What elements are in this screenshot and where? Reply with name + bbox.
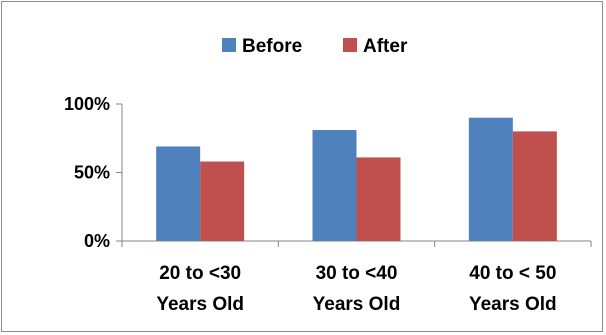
x-category-label: 40 to < 50 bbox=[469, 263, 556, 284]
bar-before-2 bbox=[312, 130, 357, 241]
bar-after-3 bbox=[512, 131, 557, 241]
bar-after-1 bbox=[200, 161, 245, 241]
legend-label-after: After bbox=[363, 36, 408, 57]
bar-before-3 bbox=[468, 117, 513, 241]
bar-before-1 bbox=[156, 146, 201, 241]
y-tick-label: 50% bbox=[74, 163, 110, 183]
y-tick-label: 0% bbox=[84, 231, 110, 251]
x-category-label: 30 to <40 bbox=[316, 263, 398, 284]
y-tick-label: 100% bbox=[64, 94, 110, 114]
legend-label-before: Before bbox=[242, 36, 302, 57]
legend: Before After bbox=[222, 36, 408, 57]
x-category-label: Years Old bbox=[313, 294, 401, 315]
tick-labels: 0% 50% 100% 20 to <30 Years Old 30 to <40 Year… bbox=[64, 94, 557, 315]
x-category-label: 20 to <30 bbox=[159, 263, 241, 284]
x-category-label: Years Old bbox=[469, 294, 557, 315]
bars bbox=[156, 117, 557, 241]
legend-swatch-before bbox=[222, 38, 236, 52]
bar-after-2 bbox=[356, 157, 401, 241]
x-category-label: Years Old bbox=[156, 294, 244, 315]
legend-swatch-after bbox=[343, 38, 357, 52]
